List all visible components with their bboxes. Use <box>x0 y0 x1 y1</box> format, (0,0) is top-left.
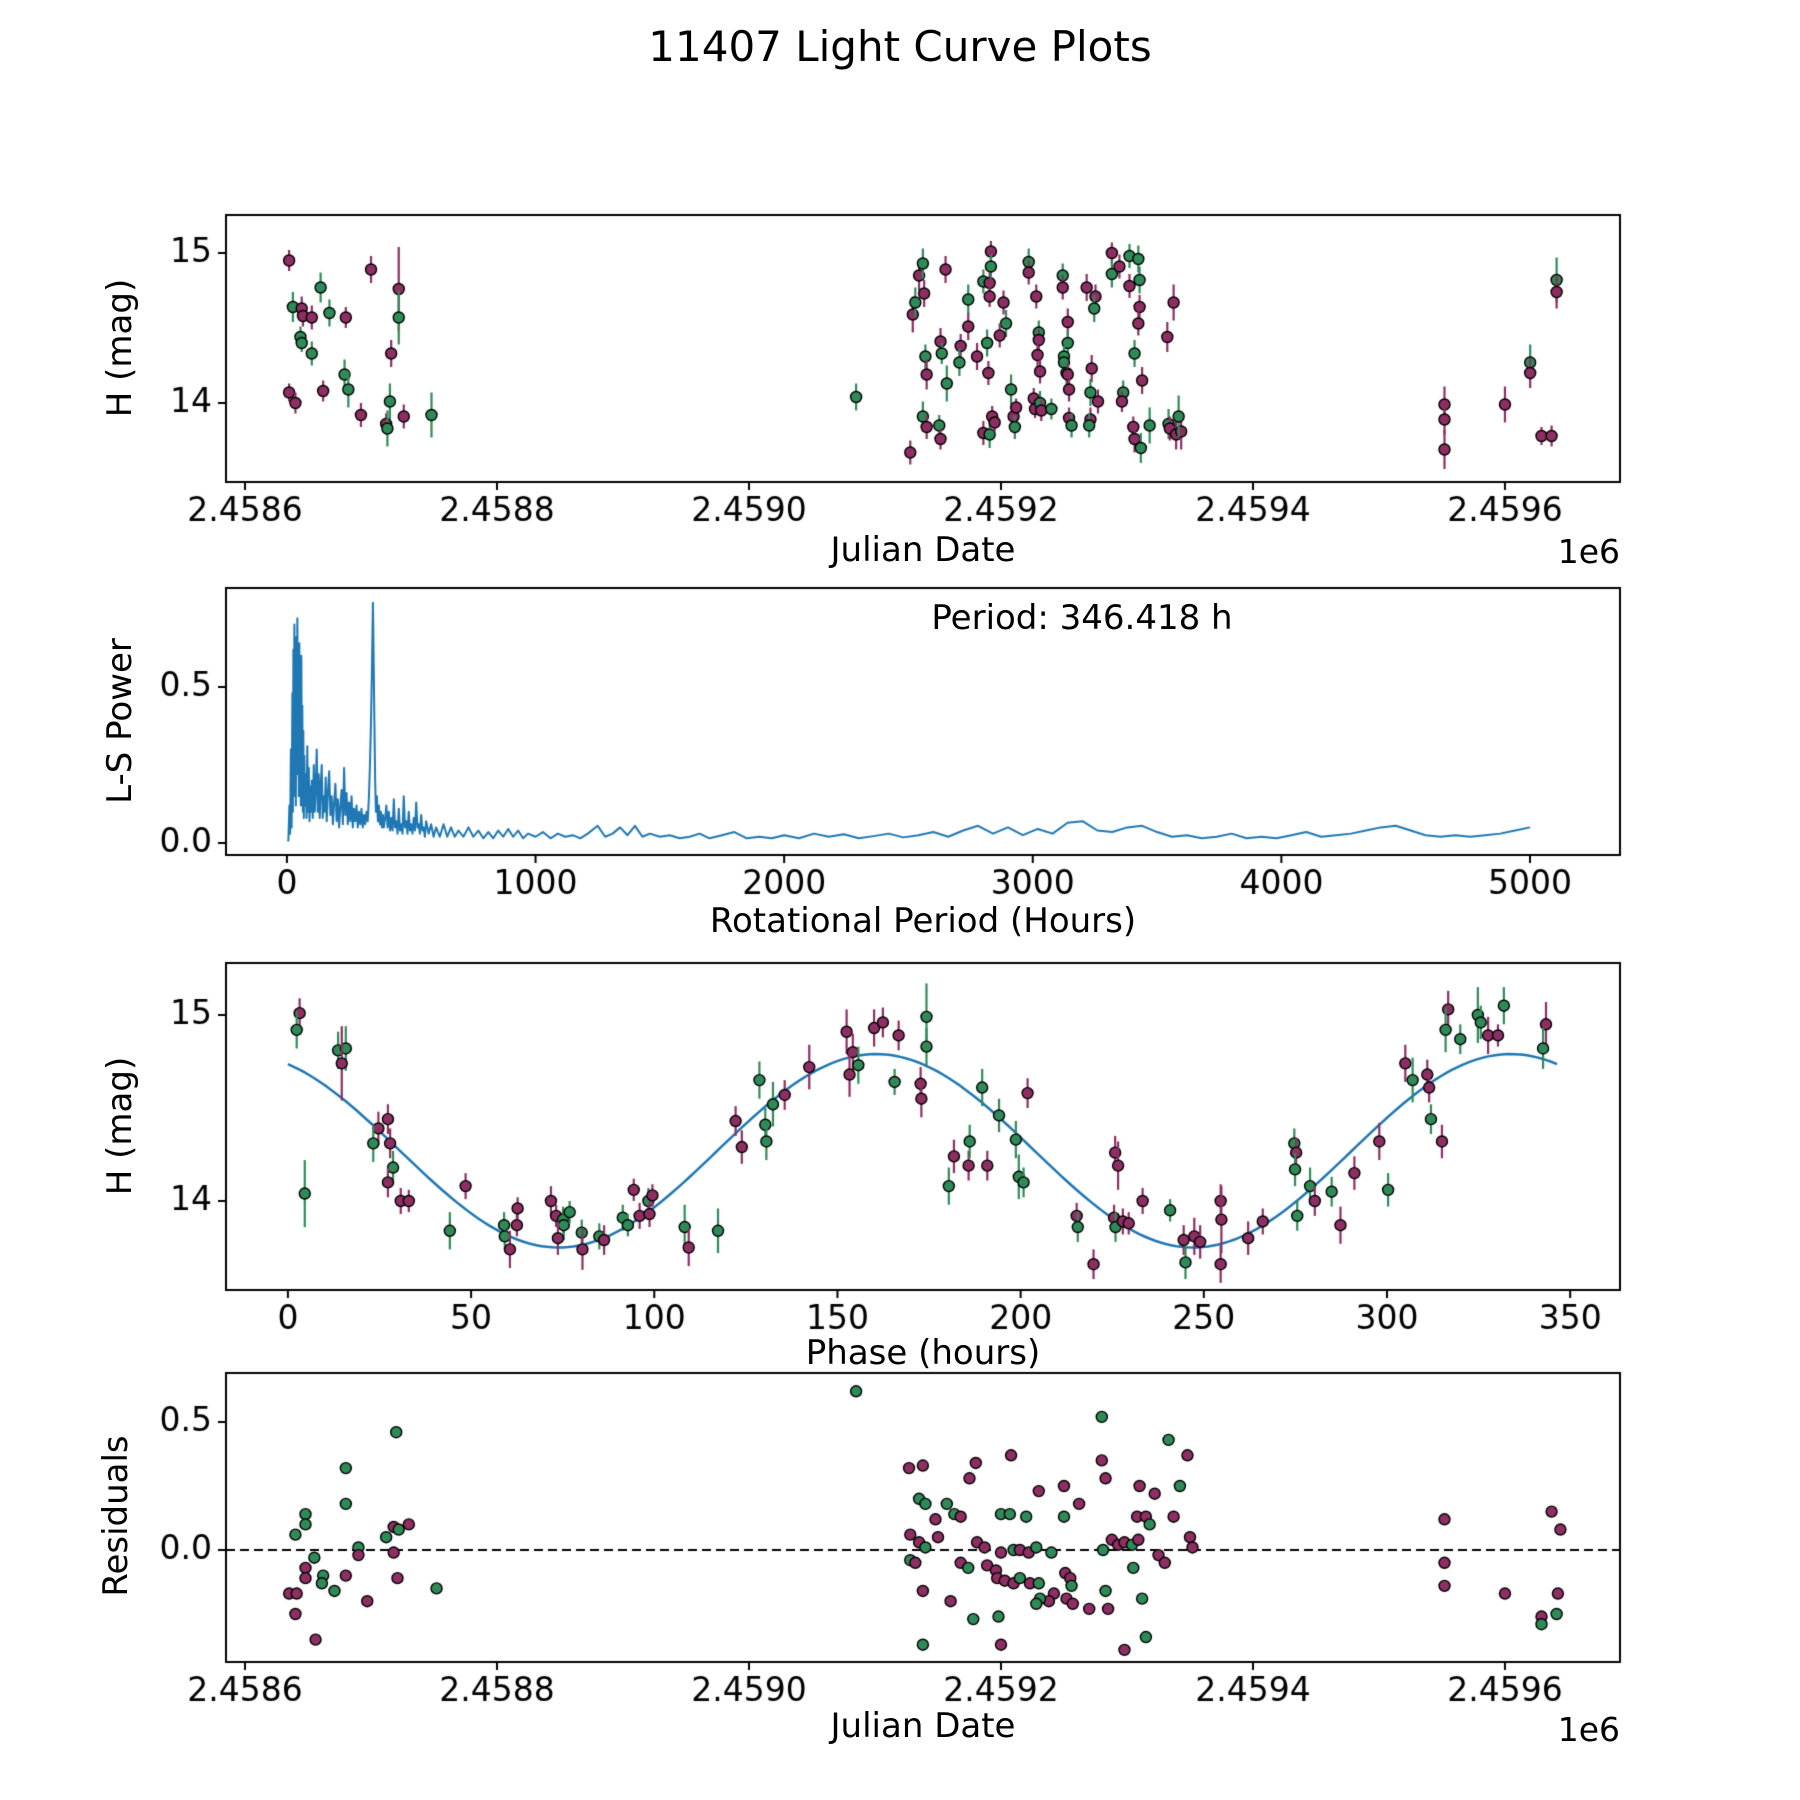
plot2-y-axis-label: L-S Power <box>100 638 140 804</box>
plot1-x-offset-label: 1e6 <box>1557 532 1620 571</box>
figure-title: 11407 Light Curve Plots <box>648 22 1152 71</box>
plot2-x-axis-label: Rotational Period (Hours) <box>709 901 1137 941</box>
plot4-y-axis-label: Residuals <box>96 1435 136 1597</box>
plot3-x-axis-label: Phase (hours) <box>805 1333 1041 1373</box>
plot3-y-axis-label: H (mag) <box>100 1056 140 1196</box>
plot4-x-offset-label: 1e6 <box>1557 1710 1620 1749</box>
plot1-x-axis-label: Julian Date <box>830 530 1016 570</box>
plot2-period-annotation: Period: 346.418 h <box>931 598 1233 638</box>
plot1-y-axis-label: H (mag) <box>100 278 140 418</box>
plot4-x-axis-label: Julian Date <box>830 1706 1016 1746</box>
